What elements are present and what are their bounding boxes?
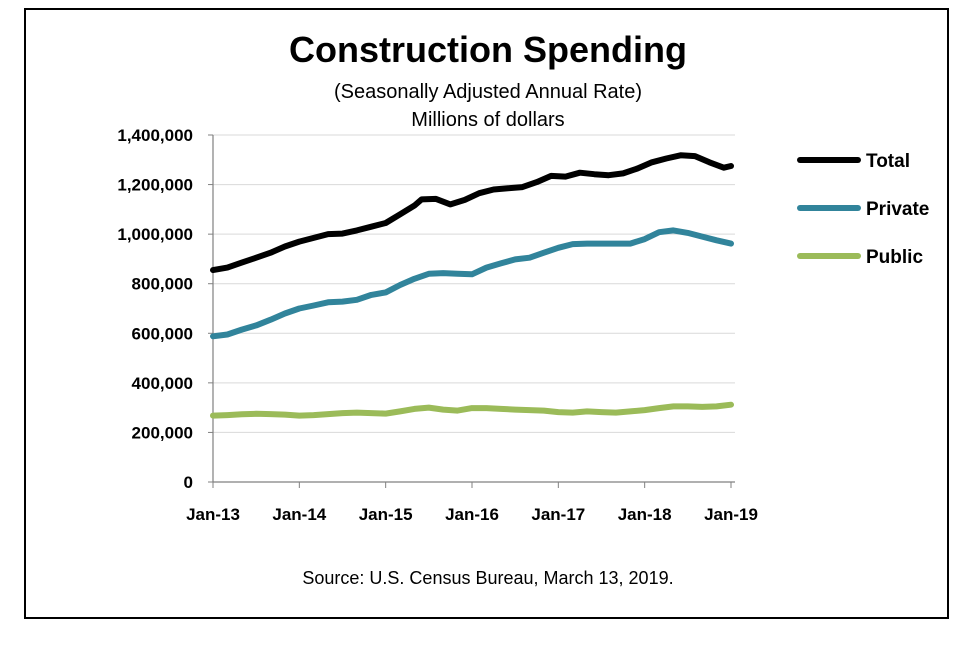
y-tick-label-5: 1,000,000	[117, 225, 193, 244]
y-tick-label-0: 0	[184, 473, 193, 492]
data-series	[210, 152, 734, 419]
series-line-private	[210, 227, 734, 340]
y-tick-label-2: 400,000	[132, 374, 193, 393]
legend-label-total: Total	[866, 151, 910, 172]
x-axis-tick-labels: Jan-13 Jan-14 Jan-15 Jan-16 Jan-17 Jan-18 Jan-…	[186, 505, 758, 524]
x-tick-label-0: Jan-13	[186, 505, 240, 524]
y-tick-label-1: 200,000	[132, 423, 193, 442]
axes	[208, 134, 735, 488]
chart-title: Construction Spending	[289, 29, 687, 70]
legend-label-private: Private	[866, 199, 929, 220]
x-tick-label-1: Jan-14	[272, 505, 326, 524]
y-tick-label-6: 1,200,000	[117, 176, 193, 195]
x-tick-label-5: Jan-18	[618, 505, 672, 524]
x-tick-label-3: Jan-16	[445, 505, 499, 524]
x-tick-label-2: Jan-15	[359, 505, 413, 524]
y-tick-label-7: 1,400,000	[117, 126, 193, 145]
chart-subtitle-line-1: (Seasonally Adjusted Annual Rate)	[334, 81, 642, 103]
series-line-total	[210, 152, 734, 274]
legend-label-public: Public	[866, 247, 923, 268]
legend: Total Private Public	[797, 151, 929, 268]
gridlines	[213, 134, 735, 433]
chart-subtitle-line-2: Millions of dollars	[411, 109, 564, 131]
y-tick-label-4: 800,000	[132, 275, 193, 294]
y-tick-label-3: 600,000	[132, 324, 193, 343]
x-tick-label-6: Jan-19	[704, 505, 758, 524]
y-axis-tick-labels: 0 200,000 400,000 600,000 800,000 1,000,000 1,…	[117, 126, 193, 492]
chart-frame	[24, 8, 949, 619]
series-line-public	[210, 401, 734, 419]
x-tick-label-4: Jan-17	[531, 505, 585, 524]
chart-source-note: Source: U.S. Census Bureau, March 13, 20…	[302, 568, 673, 588]
